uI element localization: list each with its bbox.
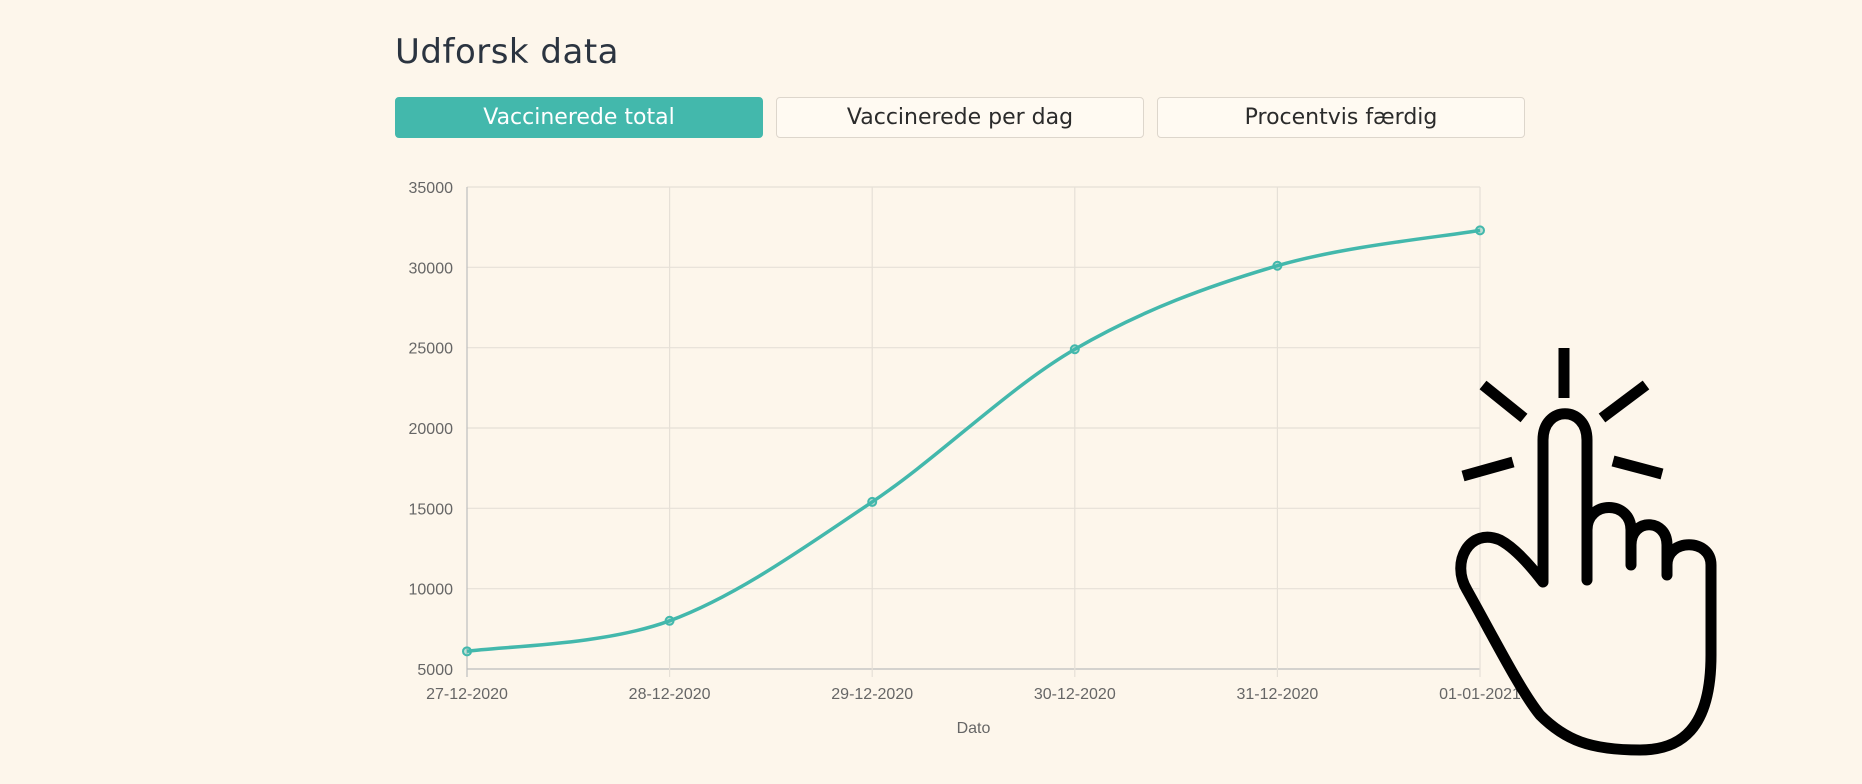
data-point[interactable] xyxy=(664,615,675,626)
y-tick-label: 25000 xyxy=(409,341,454,358)
data-point[interactable] xyxy=(1475,225,1485,236)
tab-vaccinerede-per-dag[interactable]: Vaccinerede per dag xyxy=(776,97,1144,138)
x-tick-label: 01-01-2021 xyxy=(1439,686,1521,703)
tab-vaccinerede-total[interactable]: Vaccinerede total xyxy=(395,97,763,138)
series-line xyxy=(466,228,1481,654)
data-point[interactable] xyxy=(1272,260,1283,271)
y-tick-label: 30000 xyxy=(409,260,454,277)
y-tick-label: 10000 xyxy=(409,582,454,599)
x-axis-ticks: 27-12-2020 28-12-2020 29-12-2020 30-12-2020… xyxy=(426,686,1521,703)
x-tick-label: 31-12-2020 xyxy=(1236,686,1318,703)
y-tick-label: 15000 xyxy=(409,501,454,518)
hand-pointer-click-icon xyxy=(1455,348,1717,756)
x-tick-label: 29-12-2020 xyxy=(831,686,913,703)
x-tick-label: 28-12-2020 xyxy=(629,686,711,703)
x-tick-label: 27-12-2020 xyxy=(426,686,508,703)
y-axis-ticks: 5000 10000 15000 20000 25000 30000 35000 xyxy=(409,180,454,679)
y-tick-label: 35000 xyxy=(409,180,454,197)
page-title: Udforsk data xyxy=(395,32,620,72)
tab-procentvis-faerdig[interactable]: Procentvis færdig xyxy=(1157,97,1525,138)
chart-grid xyxy=(466,186,1481,677)
y-tick-label: 20000 xyxy=(409,421,454,438)
x-tick-label: 30-12-2020 xyxy=(1034,686,1116,703)
chart-tabs: Vaccinerede total Vaccinerede per dag Pr… xyxy=(395,97,1525,138)
data-points xyxy=(462,225,1485,657)
data-point[interactable] xyxy=(1069,344,1080,355)
x-axis-title: Dato xyxy=(957,720,991,737)
data-point[interactable] xyxy=(462,646,472,657)
y-tick-label: 5000 xyxy=(417,662,453,679)
data-point[interactable] xyxy=(867,496,878,507)
